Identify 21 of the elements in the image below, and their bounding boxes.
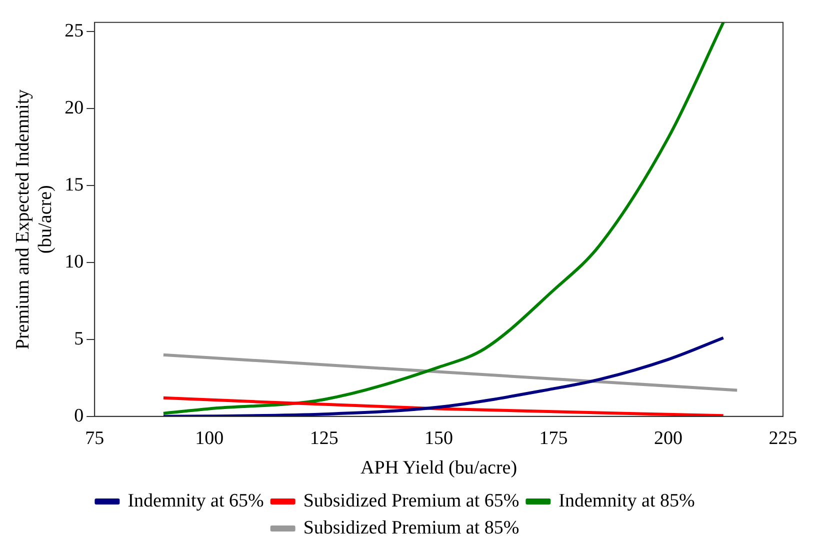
x-tick-label: 150 bbox=[424, 428, 454, 449]
x-tick-label: 125 bbox=[310, 428, 338, 449]
y-tick-label: 25 bbox=[64, 20, 84, 42]
x-tick-label: 200 bbox=[654, 428, 683, 449]
legend-label: Indemnity at 85% bbox=[558, 490, 695, 512]
y-tick-label: 15 bbox=[64, 174, 84, 196]
x-tick-label: 75 bbox=[85, 428, 104, 449]
legend-label: Subsidized Premium at 85% bbox=[303, 517, 520, 538]
y-tick-label: 20 bbox=[64, 98, 84, 119]
x-axis-title: APH Yield (bu/acre) bbox=[360, 458, 518, 479]
x-tick-label: 100 bbox=[195, 428, 224, 449]
x-tick-label: 175 bbox=[539, 428, 568, 449]
legend-label: Subsidized Premium at 65% bbox=[303, 490, 520, 512]
y-tick-label: 5 bbox=[74, 328, 84, 350]
line-series bbox=[162, 336, 725, 416]
line-series bbox=[162, 22, 725, 415]
legend-label: Indemnity at 65% bbox=[128, 490, 264, 512]
y-axis-title: Premium and Expected Indemnity (bu/acre) bbox=[12, 88, 56, 350]
x-tick-label: 225 bbox=[768, 428, 798, 449]
y-tick-label: 10 bbox=[64, 251, 84, 272]
y-tick-label: 0 bbox=[74, 405, 84, 426]
